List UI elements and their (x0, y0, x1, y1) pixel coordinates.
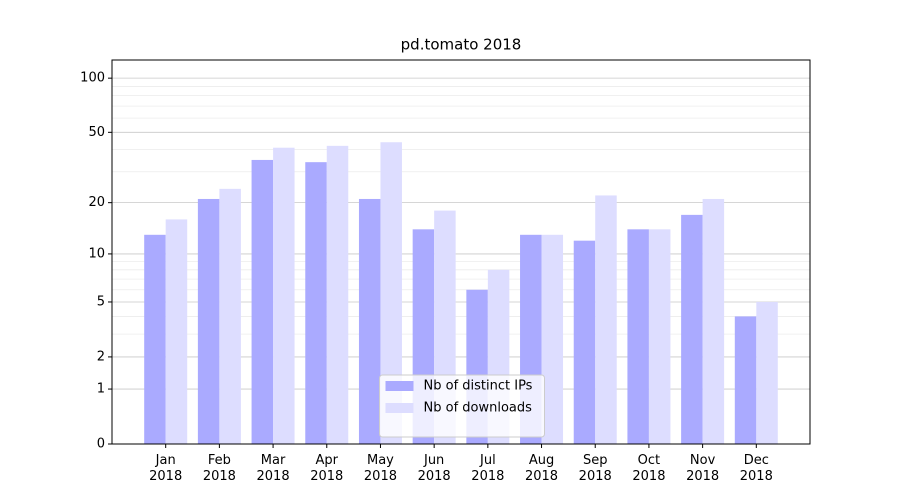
x-tick-label: Jul 2018 (471, 453, 505, 484)
y-tick-label: 20 (88, 195, 105, 210)
bar (219, 188, 241, 444)
x-tick-label: Feb 2018 (202, 453, 236, 484)
bar (197, 198, 220, 444)
bar (251, 159, 274, 444)
legend: Nb of distinct IPs Nb of downloads (379, 374, 545, 438)
y-tick-label: 50 (88, 125, 105, 140)
bar (627, 229, 649, 444)
x-tick-label: Oct 2018 (632, 453, 666, 484)
bar (358, 198, 381, 444)
y-tick-label: 10 (88, 246, 105, 261)
x-tick-label: Sep 2018 (578, 453, 612, 484)
x-tick-label: Apr 2018 (310, 453, 344, 484)
bar (756, 301, 778, 444)
y-tick-label: 5 (97, 294, 105, 309)
bar (681, 214, 703, 444)
bar (573, 240, 596, 444)
bar (648, 229, 671, 444)
y-tick-label: 1 (97, 382, 105, 397)
y-tick-label: 2 (97, 349, 105, 364)
x-tick-label: Jan 2018 (149, 453, 183, 484)
x-tick-label: Dec 2018 (739, 453, 773, 484)
legend-swatch (385, 381, 414, 391)
bar (380, 142, 402, 444)
x-tick-label: Mar 2018 (256, 453, 290, 484)
bar (541, 234, 564, 444)
bar (326, 145, 349, 444)
y-tick-label: 0 (97, 437, 105, 452)
legend-label: Nb of downloads (424, 401, 533, 416)
x-tick-label: Nov 2018 (686, 453, 720, 484)
y-tick-label: 100 (80, 71, 105, 86)
legend-swatch (385, 403, 414, 413)
plot-frame (111, 59, 811, 445)
bar (165, 219, 188, 444)
x-tick-label: Jun 2018 (417, 453, 451, 484)
chart-title: pd.tomato 2018 (401, 36, 522, 54)
bar (273, 147, 295, 444)
x-tick-label: May 2018 (363, 453, 397, 484)
bar (305, 162, 327, 444)
legend-label: Nb of distinct IPs (424, 379, 533, 394)
bar (144, 234, 166, 444)
bar (595, 195, 617, 444)
bar (702, 198, 725, 444)
legend-box (379, 374, 545, 438)
x-tick-label: Aug 2018 (524, 453, 559, 484)
bar (734, 316, 757, 444)
